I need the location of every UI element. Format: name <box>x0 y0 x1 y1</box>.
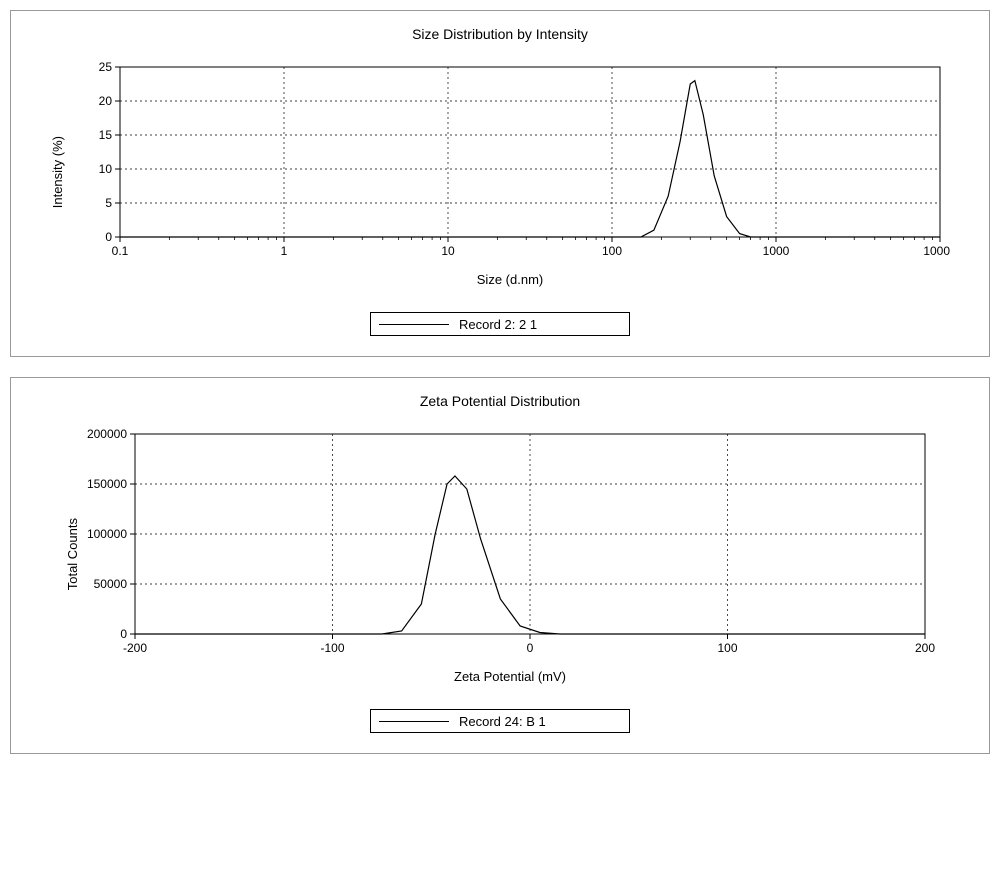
svg-text:1: 1 <box>281 244 288 258</box>
svg-text:-200: -200 <box>123 641 147 655</box>
svg-text:0: 0 <box>105 230 112 244</box>
svg-text:10: 10 <box>99 162 113 176</box>
y-axis-label: Intensity (%) <box>50 136 65 208</box>
svg-text:25: 25 <box>99 60 113 74</box>
chart-area: Intensity (%) 0 5 10 15 20 25 0.1 1 10 100 1000 100… <box>31 57 969 287</box>
chart-title: Zeta Potential Distribution <box>31 393 969 409</box>
zeta-potential-panel: Zeta Potential Distribution Total Counts… <box>10 377 990 754</box>
legend: Record 24: B 1 <box>370 709 630 733</box>
size-chart-svg: 0 5 10 15 20 25 0.1 1 10 100 1000 10000 <box>70 57 950 267</box>
legend: Record 2: 2 1 <box>370 312 630 336</box>
svg-text:0: 0 <box>120 627 127 641</box>
legend-label: Record 24: B 1 <box>459 714 546 729</box>
legend-line-icon <box>379 721 449 722</box>
svg-text:5: 5 <box>105 196 112 210</box>
svg-text:100: 100 <box>602 244 622 258</box>
svg-text:200: 200 <box>915 641 935 655</box>
svg-text:10: 10 <box>441 244 455 258</box>
chart-svg-container: 0 5 10 15 20 25 0.1 1 10 100 1000 10000 Size (d.nm) <box>70 57 950 287</box>
svg-text:20: 20 <box>99 94 113 108</box>
svg-text:10000: 10000 <box>923 244 950 258</box>
size-distribution-panel: Size Distribution by Intensity Intensity… <box>10 10 990 357</box>
svg-text:200000: 200000 <box>87 427 127 441</box>
svg-text:50000: 50000 <box>94 577 128 591</box>
x-axis-label: Size (d.nm) <box>70 272 950 287</box>
x-axis-label: Zeta Potential (mV) <box>85 669 935 684</box>
svg-text:0.1: 0.1 <box>112 244 129 258</box>
legend-line-icon <box>379 324 449 325</box>
svg-text:100: 100 <box>717 641 737 655</box>
svg-text:1000: 1000 <box>763 244 790 258</box>
zeta-chart-svg: 0 50000 100000 150000 200000 -200 -100 0 100 200 <box>85 424 935 664</box>
chart-area: Total Counts 0 50000 100000 150000 200000 -20… <box>31 424 969 684</box>
svg-text:-100: -100 <box>320 641 344 655</box>
svg-text:0: 0 <box>527 641 534 655</box>
y-axis-label: Total Counts <box>65 518 80 590</box>
chart-title: Size Distribution by Intensity <box>31 26 969 42</box>
chart-svg-container: 050000100000150000200000-200-1000100200 … <box>85 424 935 684</box>
legend-label: Record 2: 2 1 <box>459 317 537 332</box>
svg-text:150000: 150000 <box>87 477 127 491</box>
svg-text:100000: 100000 <box>87 527 127 541</box>
svg-text:15: 15 <box>99 128 113 142</box>
